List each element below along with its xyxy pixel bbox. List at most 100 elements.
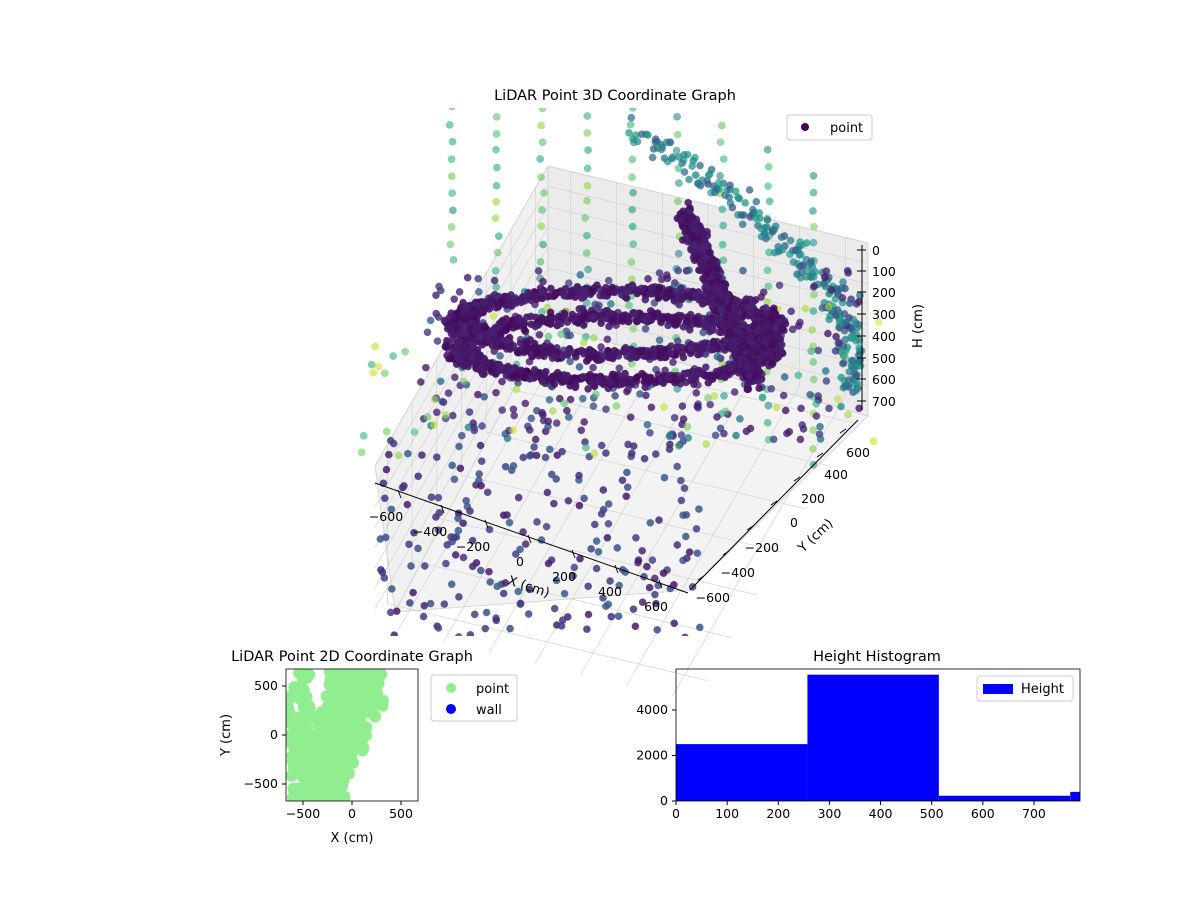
point	[844, 269, 853, 277]
point	[647, 403, 656, 412]
point	[449, 206, 457, 215]
point	[732, 431, 740, 440]
point	[486, 578, 495, 586]
point	[545, 445, 554, 454]
point	[712, 264, 721, 273]
point	[628, 173, 636, 182]
point	[545, 395, 554, 404]
point	[810, 222, 818, 231]
point	[810, 290, 818, 299]
point	[516, 600, 525, 609]
point	[695, 623, 704, 632]
point	[504, 321, 513, 329]
point	[640, 371, 648, 380]
point	[764, 282, 773, 291]
point	[605, 351, 614, 360]
point	[627, 72, 634, 79]
point	[713, 413, 721, 421]
point	[692, 524, 701, 533]
point	[538, 349, 547, 358]
point	[443, 541, 452, 549]
point	[837, 402, 845, 411]
point	[564, 496, 573, 505]
point	[382, 427, 391, 436]
point	[599, 486, 608, 494]
point	[700, 339, 709, 347]
point	[564, 413, 573, 421]
histogram-y-tick: 4000	[636, 702, 676, 717]
point	[532, 313, 540, 322]
point	[666, 138, 675, 147]
point	[448, 71, 455, 78]
point	[537, 54, 544, 61]
point	[434, 526, 443, 535]
point	[506, 345, 515, 353]
point	[750, 357, 759, 366]
point	[809, 207, 817, 215]
point	[449, 255, 458, 264]
x-tick-3d-label: 0	[516, 554, 524, 569]
point	[685, 326, 694, 334]
y-axis-2d-label: Y (cm)	[219, 714, 234, 757]
point	[763, 223, 771, 232]
point	[832, 332, 840, 341]
point	[674, 442, 683, 450]
point	[772, 403, 781, 412]
point	[288, 763, 301, 776]
point	[758, 393, 767, 402]
point	[476, 333, 484, 342]
histogram-x-tick: 0	[672, 801, 680, 821]
point	[806, 390, 814, 399]
point	[681, 532, 690, 541]
point	[770, 225, 779, 234]
point	[414, 472, 423, 481]
point	[704, 394, 712, 402]
point	[447, 4, 454, 11]
histogram-x-tick: 400	[869, 801, 893, 821]
point	[719, 155, 728, 163]
point	[327, 730, 340, 743]
point	[484, 337, 493, 345]
point	[499, 589, 508, 598]
point	[447, 87, 454, 94]
point	[357, 448, 366, 457]
point	[552, 419, 561, 427]
point	[633, 137, 642, 146]
point	[695, 366, 704, 375]
point	[837, 284, 846, 293]
point	[430, 395, 439, 404]
point	[834, 395, 842, 403]
point	[442, 559, 450, 568]
point	[356, 744, 369, 757]
point	[440, 600, 449, 608]
point	[592, 537, 601, 545]
point	[651, 450, 660, 458]
point	[816, 435, 825, 443]
point	[768, 337, 777, 346]
point	[620, 345, 629, 354]
histogram-title: Height Histogram	[813, 649, 941, 665]
point	[744, 379, 752, 388]
point	[779, 391, 788, 400]
point	[672, 146, 681, 155]
point	[550, 499, 558, 508]
chart-2d-title: LiDAR Point 2D Coordinate Graph	[231, 649, 473, 665]
point	[629, 442, 638, 450]
point	[563, 406, 571, 415]
point	[844, 410, 852, 419]
scatter-2d-chart: LiDAR Point 2D Coordinate Graph −500 0 5…	[219, 649, 518, 846]
point	[449, 53, 456, 60]
point	[389, 352, 397, 360]
point	[491, 80, 498, 87]
point	[627, 113, 636, 122]
y-tick-3d-label: 600	[846, 445, 870, 460]
point	[702, 440, 711, 448]
point	[459, 377, 468, 386]
point	[544, 559, 553, 568]
point	[330, 789, 343, 801]
point	[673, 462, 682, 471]
point	[455, 593, 463, 601]
point	[726, 363, 735, 372]
y-tick-2d: −500	[244, 776, 286, 791]
point	[498, 377, 506, 386]
